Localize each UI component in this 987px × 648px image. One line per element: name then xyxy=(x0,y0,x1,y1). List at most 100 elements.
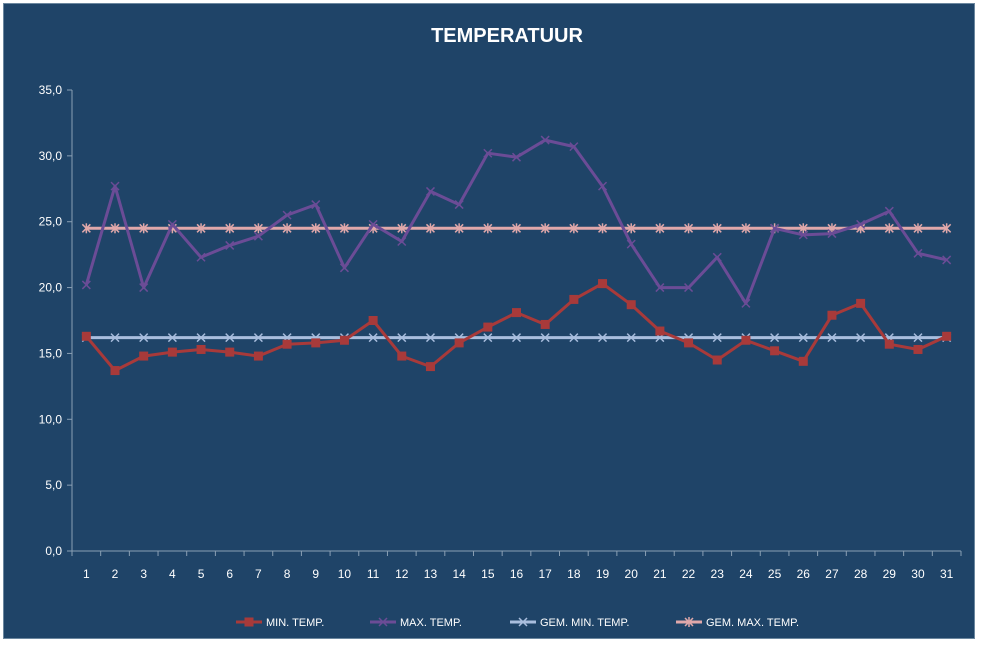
marker-stroke xyxy=(196,252,206,262)
data-point xyxy=(483,322,493,332)
marker-stroke xyxy=(378,617,388,627)
x-tick-label: 1 xyxy=(83,567,90,581)
marker-stroke xyxy=(540,333,550,343)
data-point xyxy=(167,219,177,229)
data-point xyxy=(884,339,894,349)
marker-stroke xyxy=(425,333,435,343)
legend-swatch-marker xyxy=(244,617,254,627)
marker-stroke xyxy=(598,181,608,191)
marker-stroke xyxy=(311,200,321,210)
data-point xyxy=(712,355,722,365)
marker-stroke xyxy=(139,333,149,343)
series-min-temp xyxy=(81,279,952,376)
data-point xyxy=(454,223,464,234)
chart-title: TEMPERATUUR xyxy=(431,25,583,47)
marker-stroke xyxy=(483,333,493,343)
data-point xyxy=(425,223,435,234)
data-point xyxy=(540,319,550,329)
legend-item: GEM. MAX. TEMP. xyxy=(676,617,799,629)
legend: MIN. TEMP. MAX. TEMP. GEM. MIN. TEMP. GEM. … xyxy=(236,617,799,629)
data-point xyxy=(569,142,579,152)
data-point xyxy=(655,326,665,336)
y-tick-label: 35,0 xyxy=(39,83,63,97)
marker-stroke xyxy=(139,283,149,293)
data-point xyxy=(110,223,120,234)
data-point xyxy=(598,333,608,343)
legend-swatch-marker xyxy=(684,617,694,627)
data-point xyxy=(483,148,493,158)
data-point xyxy=(225,333,235,343)
x-tick-label: 18 xyxy=(567,567,581,581)
data-point xyxy=(626,300,636,310)
data-point xyxy=(282,210,292,220)
data-point xyxy=(368,316,378,325)
data-point xyxy=(626,239,636,249)
data-point xyxy=(770,346,780,356)
data-point xyxy=(856,298,866,308)
x-tick-label: 21 xyxy=(653,567,667,581)
data-point xyxy=(511,152,522,162)
data-point xyxy=(655,223,665,234)
data-point xyxy=(397,333,407,343)
data-point xyxy=(339,223,349,234)
data-point xyxy=(81,223,91,234)
legend-item: MAX. TEMP. xyxy=(370,617,462,629)
data-point xyxy=(253,223,263,234)
data-point xyxy=(483,333,493,343)
data-point xyxy=(827,229,837,239)
data-point xyxy=(798,333,808,343)
data-point xyxy=(770,333,780,343)
data-point xyxy=(139,333,149,343)
chart-area xyxy=(3,3,975,639)
data-point xyxy=(913,223,923,234)
marker-stroke xyxy=(827,229,837,239)
data-point xyxy=(454,200,464,210)
data-point xyxy=(81,331,91,341)
data-point xyxy=(598,279,608,289)
marker-stroke xyxy=(569,142,579,152)
data-point xyxy=(110,181,120,191)
x-tick-label: 8 xyxy=(284,567,291,581)
y-tick-label: 10,0 xyxy=(39,412,63,426)
x-tick-label: 2 xyxy=(112,567,119,581)
marker-stroke xyxy=(225,333,235,343)
y-tick-label: 0,0 xyxy=(45,544,62,558)
x-tick-label: 5 xyxy=(198,567,205,581)
marker-stroke xyxy=(511,152,522,162)
data-point xyxy=(540,135,550,145)
data-point xyxy=(741,298,751,308)
data-point xyxy=(741,223,751,234)
data-point xyxy=(712,333,722,343)
marker-stroke xyxy=(167,333,177,343)
marker-stroke xyxy=(741,298,751,308)
series-line xyxy=(84,138,948,305)
data-point xyxy=(511,223,522,234)
marker-stroke xyxy=(397,236,407,247)
x-tick-label: 22 xyxy=(682,567,696,581)
x-tick-label: 31 xyxy=(940,567,954,581)
series-max-temp xyxy=(81,135,952,308)
data-point xyxy=(598,223,608,234)
x-tick-label: 9 xyxy=(312,567,319,581)
data-point xyxy=(942,223,952,234)
data-point xyxy=(512,308,521,318)
marker-stroke xyxy=(454,200,464,210)
data-point xyxy=(339,335,349,345)
data-point xyxy=(511,333,522,343)
data-point xyxy=(913,344,923,354)
marker-stroke xyxy=(110,333,120,343)
legend-item: MIN. TEMP. xyxy=(236,617,324,629)
marker-stroke xyxy=(770,333,780,343)
x-tick-label: 30 xyxy=(911,567,925,581)
marker-stroke xyxy=(167,219,177,229)
marker-stroke xyxy=(913,333,923,343)
data-point xyxy=(282,339,292,349)
marker-stroke xyxy=(684,283,694,293)
legend-item: GEM. MIN. TEMP. xyxy=(510,617,629,629)
data-point xyxy=(311,200,321,210)
legend-label: MAX. TEMP. xyxy=(400,617,462,629)
y-tick-label: 5,0 xyxy=(45,478,62,492)
data-point xyxy=(626,333,636,343)
marker-stroke xyxy=(913,248,923,258)
data-point xyxy=(110,333,120,343)
